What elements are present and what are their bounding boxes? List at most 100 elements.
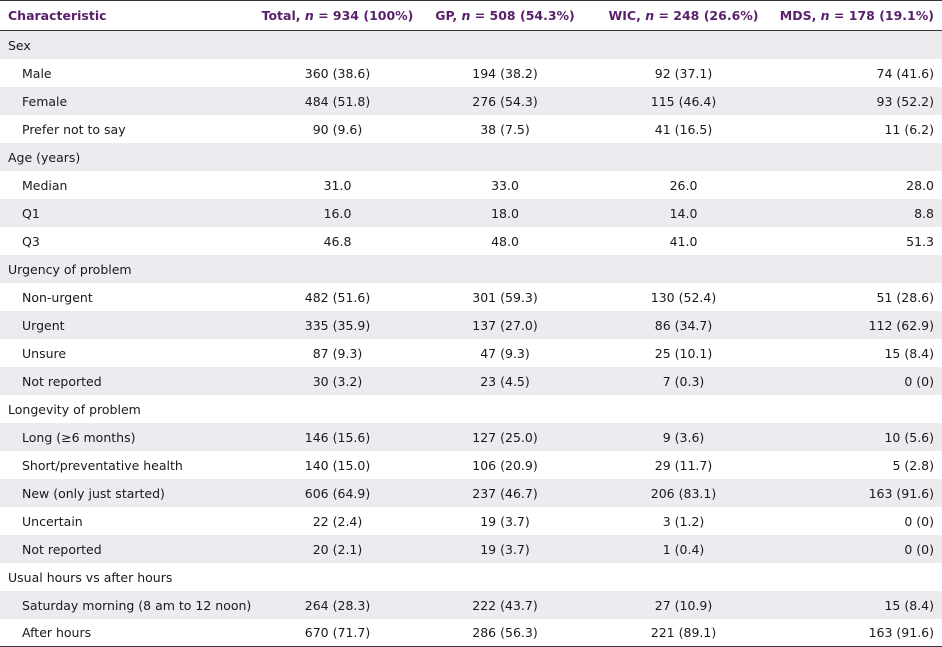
- row-label: Q1: [0, 199, 260, 227]
- cell-mds: 15 (8.4): [884, 345, 934, 361]
- row-label: Uncertain: [22, 513, 83, 529]
- cell-total: 90 (9.6): [312, 121, 363, 137]
- table-row: Long (≥6 months) 146 (15.6) 127 (25.0) 9 (3…: [0, 423, 942, 451]
- cell-mds: 15 (8.4): [772, 591, 942, 619]
- table-row: Non-urgent 482 (51.6) 301 (59.3) 130 (52.4)…: [0, 283, 942, 311]
- cell-wic: 41.0: [669, 233, 698, 249]
- row-label: Longevity of problem: [8, 401, 141, 417]
- table-row: After hours 670 (71.7) 286 (56.3) 221 (89.1…: [0, 619, 942, 647]
- cell-gp: 194 (38.2): [472, 65, 538, 81]
- cell-total: [260, 563, 415, 591]
- header-row: Characteristic Total, n = 934 (100%) GP,…: [0, 0, 942, 31]
- cell-mds: [772, 143, 942, 171]
- cell-mds: 10 (5.6): [772, 423, 942, 451]
- cell-total: 31.0: [323, 177, 352, 193]
- cell-gp: [415, 563, 595, 591]
- table-row: Median 31.0 33.0 26.0 28.0: [0, 171, 942, 199]
- cell-gp: 48.0: [491, 233, 519, 249]
- cell-gp: 301 (59.3): [472, 289, 538, 305]
- cell-wic: 7 (0.3): [595, 367, 772, 395]
- cell-wic: 115 (46.4): [595, 87, 772, 115]
- cell-mds: [772, 255, 942, 283]
- cell-wic: 1 (0.4): [595, 535, 772, 563]
- cell-wic: 221 (89.1): [595, 619, 772, 647]
- header-total: Total, n = 934 (100%): [260, 0, 415, 31]
- table-row: Q3 46.8 48.0 41.0 51.3: [0, 227, 942, 255]
- cell-mds: 28.0: [906, 177, 934, 193]
- cell-total: 140 (15.0): [304, 457, 371, 473]
- cell-gp: [415, 30, 595, 59]
- cell-mds: 112 (62.9): [772, 311, 942, 339]
- cell-gp: [415, 143, 595, 171]
- section-header-row: Age (years): [0, 143, 942, 171]
- cell-gp: 19 (3.7): [480, 513, 530, 529]
- cell-wic: 14.0: [595, 199, 772, 227]
- cell-gp: 47 (9.3): [480, 345, 530, 361]
- cell-gp: 137 (27.0): [415, 311, 595, 339]
- cell-total: [260, 395, 415, 423]
- cell-total: 20 (2.1): [260, 535, 415, 563]
- table-body: Sex Male 360 (38.6) 194 (38.2) 92 (37.1) 74 (…: [0, 30, 942, 647]
- cell-total: [260, 30, 415, 59]
- table-row: New (only just started) 606 (64.9) 237 (46…: [0, 479, 942, 507]
- cell-wic: 9 (3.6): [595, 423, 772, 451]
- cell-gp: 276 (54.3): [415, 87, 595, 115]
- cell-gp: 23 (4.5): [415, 367, 595, 395]
- row-label: Short/preventative health: [22, 457, 183, 473]
- cell-gp: 106 (20.9): [472, 457, 538, 473]
- cell-total: 335 (35.9): [260, 311, 415, 339]
- cell-total: 606 (64.9): [260, 479, 415, 507]
- cell-wic: [595, 395, 772, 423]
- cell-mds: 8.8: [772, 199, 942, 227]
- cell-gp: 286 (56.3): [415, 619, 595, 647]
- cell-wic: 86 (34.7): [595, 311, 772, 339]
- table-row: Uncertain 22 (2.4) 19 (3.7) 3 (1.2) 0 (0): [0, 507, 942, 535]
- table-row: Not reported 20 (2.1) 19 (3.7) 1 (0.4) 0 (0): [0, 535, 942, 563]
- cell-mds: 51 (28.6): [876, 289, 934, 305]
- row-label: Urgency of problem: [0, 255, 260, 283]
- header-characteristic: Characteristic: [0, 0, 260, 31]
- row-label: Prefer not to say: [22, 121, 126, 137]
- cell-gp: 38 (7.5): [480, 121, 530, 137]
- table-row: Unsure 87 (9.3) 47 (9.3) 25 (10.1) 15 (8.4): [0, 339, 942, 367]
- header-gp: GP, n = 508 (54.3%): [415, 0, 595, 31]
- row-label: Male: [22, 65, 52, 81]
- cell-total: 87 (9.3): [312, 345, 363, 361]
- row-label: Saturday morning (8 am to 12 noon): [0, 591, 260, 619]
- row-label: Female: [0, 87, 260, 115]
- cell-gp: 33.0: [491, 177, 519, 193]
- cell-mds: 5 (2.8): [892, 457, 934, 473]
- cell-mds: [772, 30, 942, 59]
- cell-gp: [415, 395, 595, 423]
- table-row: Female 484 (51.8) 276 (54.3) 115 (46.4) 93 (…: [0, 87, 942, 115]
- table-row: Saturday morning (8 am to 12 noon) 264 (2…: [0, 591, 942, 619]
- row-label: Urgent: [0, 311, 260, 339]
- row-label: Non-urgent: [22, 289, 93, 305]
- row-label: Not reported: [0, 535, 260, 563]
- cell-mds: 163 (91.6): [772, 619, 942, 647]
- cell-total: 46.8: [323, 233, 352, 249]
- cell-wic: [595, 563, 772, 591]
- cell-total: 482 (51.6): [304, 289, 371, 305]
- cell-gp: 127 (25.0): [415, 423, 595, 451]
- row-label: New (only just started): [0, 479, 260, 507]
- row-label: Not reported: [0, 367, 260, 395]
- header-wic: WIC, n = 248 (26.6%): [595, 0, 772, 31]
- cell-wic: 27 (10.9): [595, 591, 772, 619]
- cell-mds: 0 (0): [772, 535, 942, 563]
- row-label: Q3: [22, 233, 40, 249]
- cell-gp: [415, 255, 595, 283]
- row-label: Usual hours vs after hours: [8, 569, 173, 585]
- cell-gp: 222 (43.7): [415, 591, 595, 619]
- cell-mds: 93 (52.2): [772, 87, 942, 115]
- section-header-row: Usual hours vs after hours: [0, 563, 942, 591]
- row-label: Unsure: [22, 345, 67, 361]
- row-label: Age (years): [0, 143, 260, 171]
- cell-mds: 74 (41.6): [876, 65, 934, 81]
- cell-wic: 25 (10.1): [654, 345, 713, 361]
- cell-mds: [772, 395, 942, 423]
- cell-wic: 92 (37.1): [654, 65, 713, 81]
- cell-total: 484 (51.8): [260, 87, 415, 115]
- cell-gp: 237 (46.7): [415, 479, 595, 507]
